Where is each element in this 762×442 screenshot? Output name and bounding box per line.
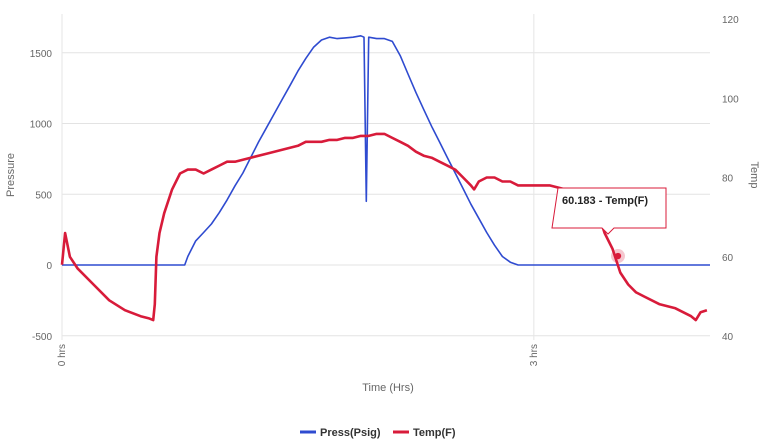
legend: Press(Psig) Temp(F) <box>300 427 456 439</box>
series-line-pressure[interactable] <box>62 35 710 266</box>
y-right-tick-label: 120 <box>722 15 739 26</box>
y-axis-left-title: Pressure <box>5 153 17 197</box>
y-left-tick-label: 0 <box>46 261 52 272</box>
y-left-tick-label: 1500 <box>30 49 53 60</box>
legend-label-temperature: Temp(F) <box>413 427 456 439</box>
y-right-tick-label: 60 <box>722 253 734 264</box>
y-right-tick-label: 40 <box>722 332 734 343</box>
tooltip: 60.183 - Temp(F) <box>551 187 667 264</box>
grid-layer <box>61 14 710 340</box>
legend-item-pressure[interactable]: Press(Psig) <box>300 427 381 439</box>
y-left-tick-label: -500 <box>32 332 52 343</box>
tooltip-text: 60.183 - Temp(F) <box>562 195 648 207</box>
y-right-tick-label: 80 <box>722 174 734 185</box>
tooltip-box <box>551 187 667 235</box>
y-right-tick-label: 100 <box>722 94 739 105</box>
x-tick-label: 0 hrs <box>57 344 68 366</box>
x-tick-label: 3 hrs <box>529 344 540 366</box>
highlight-point[interactable] <box>614 252 622 260</box>
legend-item-temperature[interactable]: Temp(F) <box>393 427 456 439</box>
axes-layer: -500 0 500 1000 1500 40 60 80 100 120 0 hrs 3 hrs <box>30 15 739 366</box>
legend-label-pressure: Press(Psig) <box>320 427 381 439</box>
x-axis-title: Time (Hrs) <box>362 382 414 394</box>
y-left-tick-label: 500 <box>35 190 52 201</box>
series-layer <box>60 35 710 322</box>
y-left-tick-label: 1000 <box>30 120 53 131</box>
y-axis-right-title: Temp <box>748 162 760 189</box>
